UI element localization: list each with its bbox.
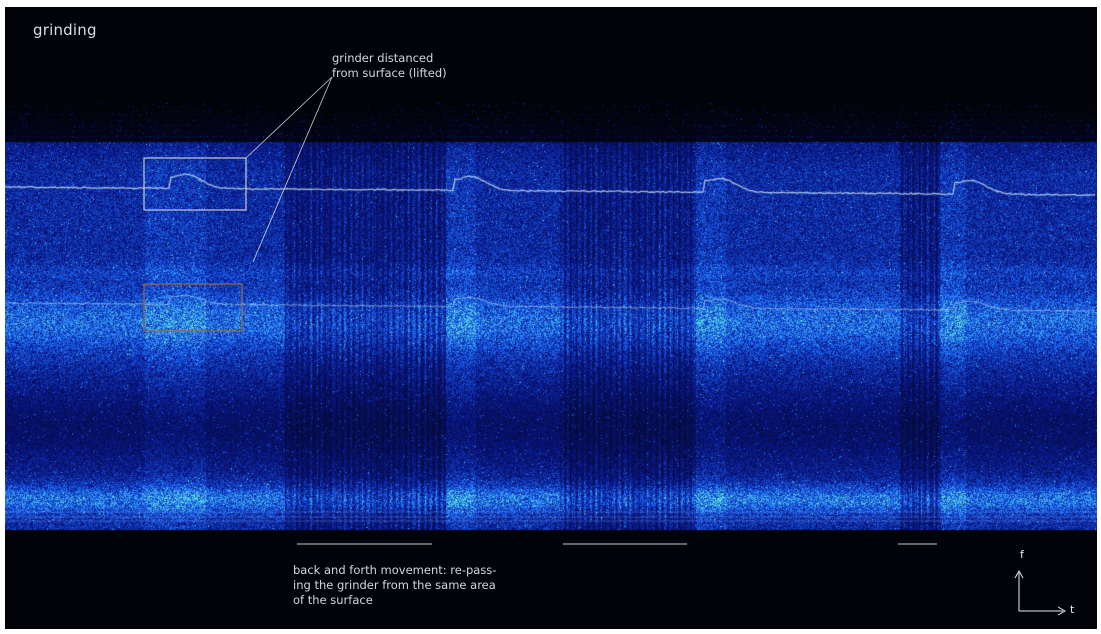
highlight-box-lower [143, 283, 243, 332]
annotation-lifted: grinder distanced from surface (lifted) [332, 51, 502, 81]
pointer-line-upper [245, 76, 333, 159]
spectrogram-frame: grinding grinder distanced from surface … [5, 7, 1097, 629]
y-axis-label: f [1020, 548, 1024, 561]
annotation-overlay [143, 76, 1067, 616]
spectrogram-heatmap [5, 7, 1097, 629]
y-axis-arrowhead [1014, 569, 1024, 579]
highlight-box-upper [143, 157, 247, 211]
annotation-movement-line-3: of the surface [293, 593, 373, 607]
pointer-line-lower [252, 76, 333, 263]
annotation-movement-line-2: ing the grinder from the same area [293, 578, 496, 592]
annotation-movement: back and forth movement: re-pass- ing th… [293, 563, 533, 608]
x-axis-arrowhead [1057, 606, 1067, 616]
x-axis-label: t [1070, 603, 1075, 616]
annotation-lifted-line-2: from surface (lifted) [332, 66, 447, 80]
annotation-movement-line-1: back and forth movement: re-pass- [293, 563, 497, 577]
annotation-lifted-line-1: grinder distanced [332, 51, 434, 65]
chart-title: grinding [33, 21, 97, 39]
